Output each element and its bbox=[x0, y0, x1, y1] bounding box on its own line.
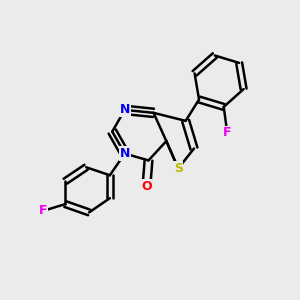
Text: N: N bbox=[119, 103, 130, 116]
Text: O: O bbox=[141, 180, 152, 193]
Text: N: N bbox=[119, 147, 130, 160]
Text: S: S bbox=[174, 162, 183, 175]
Text: F: F bbox=[223, 126, 232, 139]
Text: F: F bbox=[39, 204, 47, 218]
